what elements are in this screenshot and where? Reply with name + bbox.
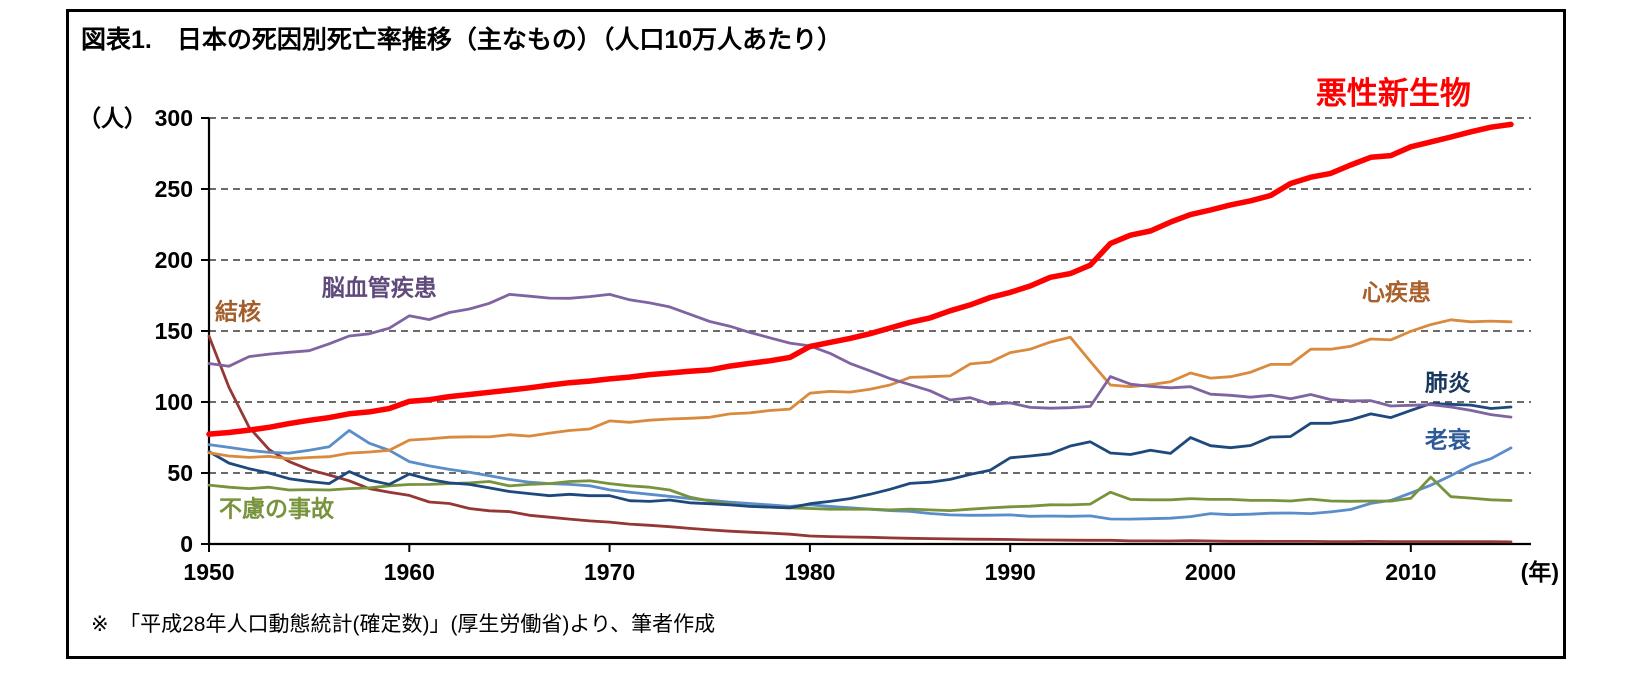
x-axis-unit-label: (年) [1521, 559, 1559, 585]
series-label: 脳血管疾患 [322, 275, 437, 301]
y-tick-label: 300 [155, 105, 193, 131]
series-line-heart-disease [207, 318, 1513, 461]
series-line-tuberculosis [207, 334, 1513, 544]
figure-frame: 図表1. 日本の死因別死亡率推移（主なもの）（人口10万人あたり） 0 50 100… [66, 9, 1566, 659]
series-line-cancer [206, 121, 1514, 437]
y-tick-label: 150 [155, 318, 193, 344]
series-label: 結核 [215, 299, 261, 325]
x-tick-label: 1980 [784, 559, 835, 585]
series-line-pneumonia [207, 402, 1513, 510]
series-line-accidents [207, 475, 1513, 513]
y-axis-unit-label: （人） [78, 105, 147, 131]
y-tick-label: 50 [167, 460, 193, 486]
y-tick-label: 250 [155, 176, 193, 202]
source-note: ※ 「平成28年人口動態統計(確定数)」(厚生労働省)より、筆者作成 [91, 613, 716, 636]
y-tick-label: 200 [155, 247, 193, 273]
series-label: 不慮の事故 [219, 495, 334, 521]
series-label: 悪性新生物 [1316, 76, 1471, 111]
series-label: 老衰 [1424, 426, 1472, 452]
x-tick-label: 2000 [1185, 559, 1236, 585]
x-tick-label: 2010 [1385, 559, 1436, 585]
x-tick-label: 1970 [584, 559, 635, 585]
y-tick-label: 100 [155, 389, 193, 415]
series-label: 肺炎 [1425, 370, 1471, 396]
mortality-trend-line-chart: 0 50 100 150 200 250 300 1950 1960 1970 1980 1990 20… [78, 76, 1559, 585]
y-tick-label: 0 [180, 531, 193, 557]
series-line-cerebrovascular [207, 292, 1513, 419]
x-tick-label: 1960 [384, 559, 435, 585]
x-tick-label: 1990 [985, 559, 1036, 585]
figure-title: 図表1. 日本の死因別死亡率推移（主なもの）（人口10万人あたり） [81, 26, 843, 54]
series-label: 心疾患 [1362, 279, 1431, 305]
x-tick-label: 1950 [183, 559, 234, 585]
